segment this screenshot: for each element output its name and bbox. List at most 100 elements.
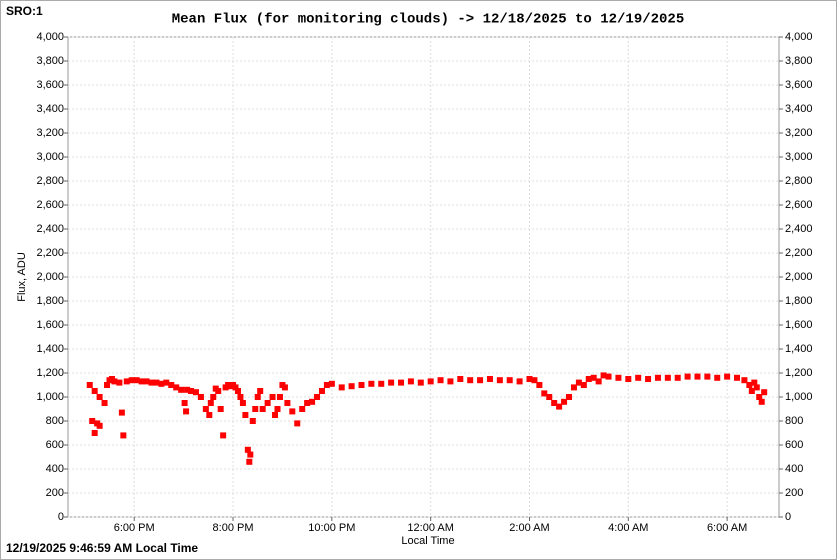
point bbox=[304, 400, 311, 406]
point bbox=[96, 422, 103, 429]
y2-tick-label: 400 bbox=[785, 463, 803, 475]
y2-tick-label: 2,200 bbox=[785, 247, 813, 259]
point bbox=[541, 390, 548, 397]
point bbox=[197, 394, 204, 400]
point bbox=[120, 432, 127, 439]
point bbox=[128, 377, 135, 384]
point bbox=[724, 373, 731, 380]
point bbox=[217, 406, 224, 412]
point bbox=[615, 374, 622, 381]
y-tick-label: 1,600 bbox=[36, 319, 64, 331]
point bbox=[181, 400, 188, 406]
point bbox=[192, 389, 199, 396]
point bbox=[276, 394, 283, 400]
y2-tick-label: 1,800 bbox=[785, 295, 813, 307]
point bbox=[761, 389, 768, 396]
y-tick-label: 1,000 bbox=[36, 391, 64, 403]
point bbox=[96, 394, 103, 400]
point bbox=[694, 373, 701, 380]
point bbox=[257, 388, 264, 394]
x-axis-label: Local Time bbox=[401, 535, 454, 547]
point bbox=[714, 374, 721, 381]
footer: 12/19/2025 9:46:59 AM Local Time bbox=[6, 541, 198, 555]
y2-tick-label: 3,000 bbox=[785, 151, 813, 163]
point bbox=[116, 379, 123, 386]
point bbox=[734, 374, 741, 381]
point bbox=[674, 374, 681, 381]
point bbox=[133, 377, 140, 384]
y2-tick-label: 3,200 bbox=[785, 127, 813, 139]
point bbox=[294, 420, 301, 427]
y2-tick-label: 3,400 bbox=[785, 103, 813, 115]
point bbox=[220, 432, 227, 439]
point bbox=[746, 382, 753, 388]
point bbox=[368, 380, 375, 387]
y2-tick-label: 1,200 bbox=[785, 367, 813, 379]
point bbox=[168, 382, 175, 388]
point bbox=[704, 373, 711, 380]
point bbox=[526, 376, 533, 382]
chart-title: Mean Flux (for monitoring clouds) -> 12/… bbox=[172, 12, 684, 28]
point bbox=[123, 378, 130, 385]
y-tick-label: 3,200 bbox=[36, 127, 64, 139]
point bbox=[264, 400, 271, 406]
point bbox=[232, 384, 239, 391]
y-tick-label: 4,000 bbox=[36, 31, 64, 43]
point bbox=[358, 382, 365, 388]
point bbox=[215, 388, 222, 394]
point bbox=[546, 394, 553, 400]
point bbox=[148, 379, 155, 386]
point bbox=[244, 446, 251, 453]
point bbox=[684, 373, 691, 380]
point bbox=[654, 374, 661, 381]
point bbox=[556, 403, 563, 410]
x-tick-label: 4:00 AM bbox=[608, 522, 648, 534]
y2-tick-label: 1,400 bbox=[785, 343, 813, 355]
point bbox=[635, 374, 642, 381]
point bbox=[281, 384, 288, 391]
point bbox=[86, 382, 93, 388]
y-tick-label: 400 bbox=[46, 463, 64, 475]
point bbox=[570, 384, 577, 391]
y2-tick-label: 2,800 bbox=[785, 175, 813, 187]
point bbox=[437, 377, 444, 384]
point bbox=[237, 394, 244, 400]
point bbox=[328, 380, 335, 387]
point bbox=[338, 384, 345, 391]
point bbox=[138, 378, 145, 385]
y2-tick-label: 1,000 bbox=[785, 391, 813, 403]
point bbox=[575, 379, 582, 386]
y2-tick-label: 1,600 bbox=[785, 319, 813, 331]
point bbox=[274, 406, 281, 412]
y2-tick-label: 600 bbox=[785, 439, 803, 451]
point bbox=[561, 398, 568, 405]
y-tick-label: 0 bbox=[58, 511, 64, 523]
x-tick-label: 8:00 PM bbox=[213, 522, 254, 534]
point bbox=[183, 408, 190, 415]
y2-tick-label: 200 bbox=[785, 487, 803, 499]
point bbox=[753, 384, 760, 391]
x-tick-label: 2:00 AM bbox=[509, 522, 549, 534]
point bbox=[91, 388, 98, 394]
point bbox=[314, 394, 321, 400]
point bbox=[111, 378, 118, 385]
y-tick-label: 2,000 bbox=[36, 271, 64, 283]
point bbox=[756, 394, 763, 400]
point bbox=[506, 377, 513, 384]
y2-tick-label: 3,600 bbox=[785, 79, 813, 91]
y2-tick-label: 2,600 bbox=[785, 199, 813, 211]
point bbox=[188, 388, 195, 394]
point bbox=[173, 384, 180, 391]
point bbox=[477, 377, 484, 384]
point bbox=[89, 418, 96, 424]
point bbox=[206, 412, 213, 418]
point bbox=[605, 373, 612, 380]
point bbox=[234, 388, 241, 394]
point bbox=[625, 376, 632, 382]
point bbox=[348, 383, 355, 390]
y-tick-label: 1,400 bbox=[36, 343, 64, 355]
point bbox=[249, 418, 256, 424]
point bbox=[299, 406, 306, 412]
